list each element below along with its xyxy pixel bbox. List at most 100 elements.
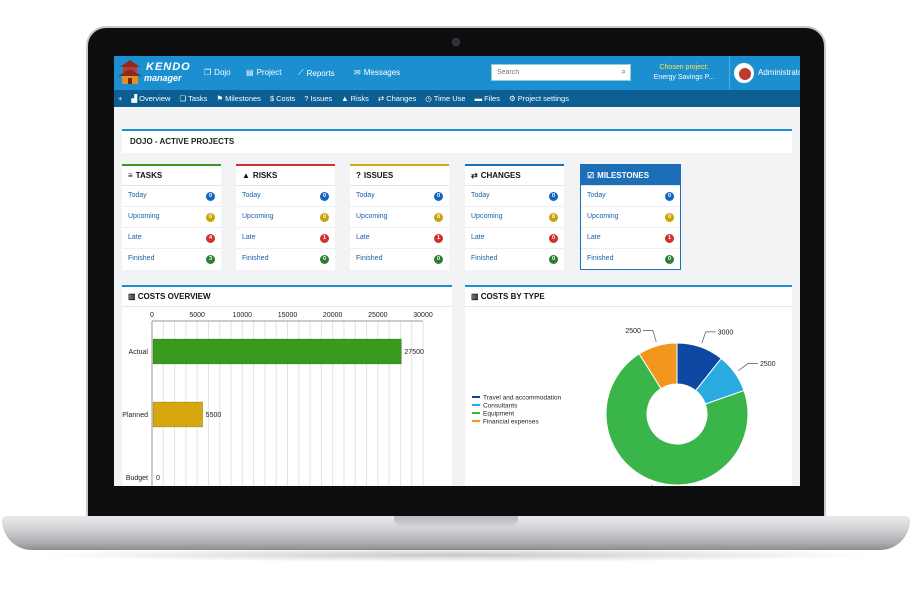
- row-label: Late: [242, 234, 256, 241]
- card-milestones-row-late[interactable]: Late 1: [581, 228, 680, 249]
- search-icon[interactable]: ⌕: [621, 67, 626, 76]
- card-changes-row-today[interactable]: Today 0: [465, 186, 564, 207]
- subnav-risks[interactable]: ▲ Risks: [341, 94, 369, 103]
- subnav-time-use[interactable]: ◷ Time Use: [425, 94, 465, 103]
- row-label: Finished: [471, 255, 498, 262]
- card-changes: ⇄ CHANGES Today 0 Upcoming 0 Late 0 Finished 0: [465, 164, 564, 270]
- card-risks-row-finished[interactable]: Finished 0: [236, 249, 335, 270]
- card-changes-row-finished[interactable]: Finished 0: [465, 249, 564, 270]
- card-changes-title: CHANGES: [480, 171, 521, 180]
- search-box: ⌕: [491, 64, 631, 81]
- row-label: Late: [356, 234, 370, 241]
- subnav-files[interactable]: ▬ Files: [475, 94, 500, 103]
- row-label: Finished: [587, 255, 614, 262]
- costs-overview-title: COSTS OVERVIEW: [137, 292, 211, 301]
- folder-icon: ▬: [474, 94, 483, 103]
- card-milestones-row-finished[interactable]: Finished 0: [581, 249, 680, 270]
- subnav-overview[interactable]: ▟ Overview: [131, 94, 170, 103]
- subnav-milestones[interactable]: ⚑ Milestones: [216, 94, 261, 103]
- page-title: DOJO - ACTIVE PROJECTS: [122, 129, 792, 153]
- card-risks-row-today[interactable]: Today 0: [236, 186, 335, 207]
- topnav-reports-label: Reports: [306, 68, 335, 78]
- question-icon: ?: [356, 171, 361, 180]
- avatar-face-icon: [739, 68, 751, 80]
- card-risks-row-upcoming[interactable]: Upcoming 0: [236, 207, 335, 228]
- topnav-messages-label: Messages: [363, 68, 401, 77]
- subnav-project-settings[interactable]: ⚙ Project settings: [509, 94, 569, 103]
- warning-icon: ▲: [341, 94, 349, 103]
- count-badge: 0: [549, 255, 558, 264]
- card-issues-row-today[interactable]: Today 0: [350, 186, 449, 207]
- topnav-messages[interactable]: ✉ Messages: [354, 68, 400, 77]
- card-risks-title: RISKS: [252, 171, 278, 180]
- donut-slice-equipment: [605, 353, 749, 486]
- subnav-issues[interactable]: ? Issues: [304, 94, 332, 103]
- row-label: Upcoming: [587, 213, 619, 220]
- card-issues-row-finished[interactable]: Finished 0: [350, 249, 449, 270]
- card-risks-row-late[interactable]: Late 1: [236, 228, 335, 249]
- card-changes-row-late[interactable]: Late 0: [465, 228, 564, 249]
- logo-text-kendo: KENDO: [146, 61, 191, 73]
- card-tasks-row-late[interactable]: Late 4: [122, 228, 221, 249]
- subnav-changes[interactable]: ⇄ Changes: [378, 94, 416, 103]
- subnav-costs-label: Costs: [276, 94, 296, 103]
- card-issues-header[interactable]: ? ISSUES: [350, 166, 449, 186]
- x-tick-label: 20000: [323, 312, 343, 319]
- file-icon: ▤: [246, 68, 254, 77]
- costs-overview-header: ▥ COSTS OVERVIEW: [122, 287, 452, 307]
- bar-chart-icon: ▥: [471, 292, 481, 301]
- count-badge: 1: [320, 234, 329, 243]
- card-milestones-header[interactable]: ☑ MILESTONES: [581, 166, 680, 186]
- app-screen: KENDO manager ❐ Dojo ▤ Project ⟋ Reports…: [114, 56, 800, 486]
- subnav-costs[interactable]: $ Costs: [270, 94, 295, 103]
- card-tasks-row-today[interactable]: Today 0: [122, 186, 221, 207]
- topnav-project[interactable]: ▤ Project: [246, 68, 281, 77]
- card-changes-row-upcoming[interactable]: Upcoming 0: [465, 207, 564, 228]
- logo-text-manager: manager: [144, 73, 182, 83]
- subnav-tasks[interactable]: ❏ Tasks: [179, 94, 207, 103]
- count-badge: 0: [434, 192, 443, 201]
- subnav-milestones-label: Milestones: [225, 94, 261, 103]
- bar-chart-icon: ▥: [128, 292, 138, 301]
- bar-category-label: Budget: [126, 475, 148, 482]
- row-label: Today: [587, 192, 606, 199]
- card-milestones-row-today[interactable]: Today 0: [581, 186, 680, 207]
- avatar[interactable]: [734, 63, 754, 83]
- row-label: Finished: [242, 255, 269, 262]
- topnav-reports[interactable]: ⟋ Reports: [298, 68, 335, 78]
- count-badge: 0: [549, 234, 558, 243]
- x-tick-label: 5000: [189, 312, 205, 319]
- topbar-divider: [729, 56, 730, 90]
- copy-icon: ❐: [204, 68, 212, 77]
- legend-label: Equipment: [483, 411, 514, 418]
- line-chart-icon: ⟋: [298, 68, 304, 77]
- subnav-time-use-label: Time Use: [433, 94, 466, 103]
- bar-planned: [152, 401, 203, 428]
- card-tasks-header[interactable]: ≡ TASKS: [122, 166, 221, 186]
- subnav-add[interactable]: +: [118, 94, 122, 103]
- list-icon: ≡: [128, 171, 133, 180]
- card-issues-row-upcoming[interactable]: Upcoming 0: [350, 207, 449, 228]
- row-label: Upcoming: [471, 213, 503, 220]
- search-input[interactable]: [492, 65, 612, 80]
- topnav-dojo[interactable]: ❐ Dojo: [204, 68, 231, 77]
- card-risks-header[interactable]: ▲ RISKS: [236, 166, 335, 186]
- card-issues: ? ISSUES Today 0 Upcoming 0 Late 1 Finished 0: [350, 164, 449, 270]
- kendo-manager-logo[interactable]: KENDO manager: [116, 58, 192, 88]
- card-milestones-row-upcoming[interactable]: Upcoming 0: [581, 207, 680, 228]
- card-changes-header[interactable]: ⇄ CHANGES: [465, 166, 564, 186]
- question-icon: ?: [304, 94, 309, 103]
- card-tasks-row-finished[interactable]: Finished 3: [122, 249, 221, 270]
- count-badge: 0: [206, 213, 215, 222]
- x-tick-label: 15000: [278, 312, 298, 319]
- bar-value-label: 0: [156, 475, 160, 482]
- count-badge: 0: [549, 192, 558, 201]
- card-issues-row-late[interactable]: Late 1: [350, 228, 449, 249]
- row-label: Finished: [356, 255, 383, 262]
- card-tasks-row-upcoming[interactable]: Upcoming 0: [122, 207, 221, 228]
- exchange-icon: ⇄: [377, 94, 385, 103]
- area-chart-icon: ▟: [131, 94, 138, 103]
- row-label: Today: [356, 192, 375, 199]
- user-name[interactable]: Administrator: [758, 68, 800, 77]
- chosen-project[interactable]: Chosen project: Energy Savings P...: [644, 63, 724, 83]
